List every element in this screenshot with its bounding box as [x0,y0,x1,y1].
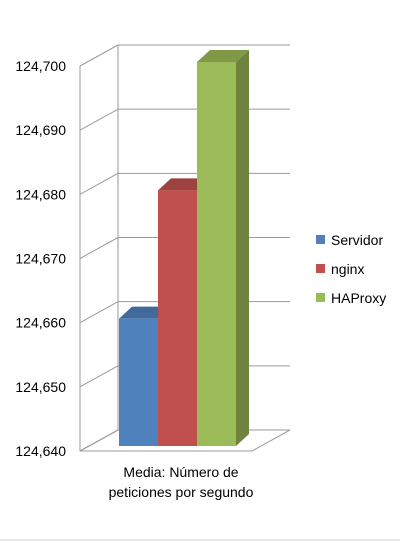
y-tick-label: 124,690 [15,122,66,138]
legend-label-servidor: Servidor [331,232,383,248]
y-tick-label: 124,650 [15,379,66,395]
y-tick-label: 124,700 [15,58,66,74]
gridline-side [79,237,119,259]
legend-label-nginx: nginx [331,261,364,277]
bar-side-haproxy [236,50,249,446]
gridline-side [79,365,119,388]
gridline-side [79,44,119,67]
y-tick-label: 124,670 [15,251,66,267]
x-category-label: Media: Número de [123,464,238,480]
bar-servidor [119,318,158,446]
bar-nginx [158,190,197,446]
x-category-label: peticiones por segundo [109,484,254,500]
gridline-side [79,108,119,131]
legend-swatch-nginx [316,264,325,273]
gridline-side [79,301,119,324]
y-tick-label: 124,640 [15,443,66,459]
legend-label-haproxy: HAProxy [331,290,386,306]
bar-top-haproxy [197,50,249,62]
legend-swatch-servidor [316,235,325,244]
gridline-side [79,172,119,195]
gridline-side [79,429,119,452]
y-tick-label: 124,660 [15,315,66,331]
bar-haproxy [197,62,236,446]
legend-swatch-haproxy [316,293,325,302]
y-tick-label: 124,680 [15,186,66,202]
